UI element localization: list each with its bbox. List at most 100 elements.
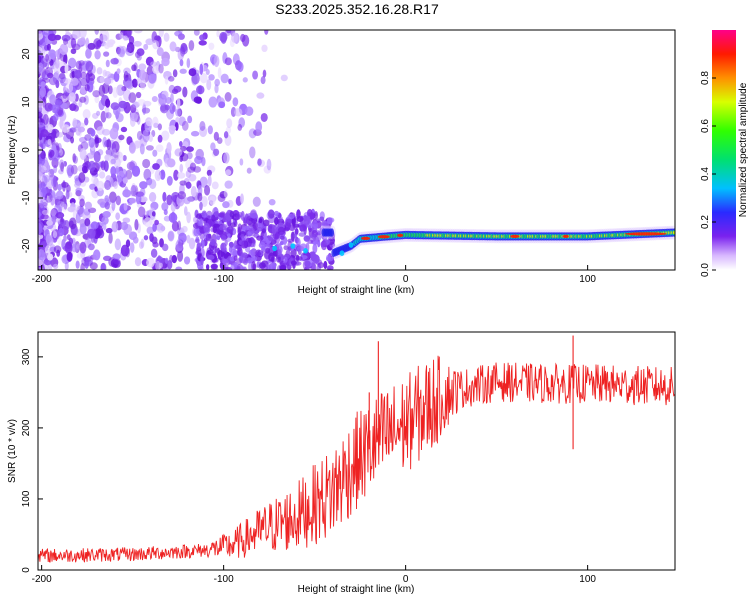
heatmap-cell — [199, 120, 206, 132]
heatmap-cell — [118, 168, 128, 179]
heatmap-cell — [73, 105, 79, 112]
heatmap-cell — [213, 211, 219, 218]
colorbar-tick-label: 0.0 — [700, 263, 711, 277]
spectrogram-y-axis-label: Frequency (Hz) — [7, 116, 18, 185]
heatmap-cell — [54, 197, 61, 208]
heatmap-cell — [223, 152, 230, 164]
heatmap-cell — [186, 152, 193, 160]
heatmap-cell — [196, 242, 203, 247]
heatmap-cell — [266, 158, 272, 171]
heatmap-cell — [110, 166, 117, 177]
heatmap-cell — [48, 168, 55, 178]
heatmap-cell — [265, 247, 271, 254]
heatmap-cell — [93, 249, 101, 261]
heatmap-cell — [256, 235, 264, 241]
heatmap-cell — [57, 236, 62, 245]
heatmap-cell — [106, 138, 112, 150]
heatmap-cell — [65, 82, 74, 94]
heatmap-cell — [361, 236, 371, 240]
heatmap-cell — [348, 242, 354, 248]
heatmap-cell — [104, 195, 110, 203]
heatmap-cell — [137, 206, 146, 218]
heatmap-cell — [162, 191, 167, 202]
heatmap-cell — [205, 233, 212, 242]
heatmap-cell — [294, 228, 299, 236]
heatmap-cell — [242, 34, 250, 47]
heatmap-cell — [183, 256, 191, 265]
heatmap-cell — [290, 243, 296, 249]
heatmap-cell — [240, 234, 245, 239]
heatmap-cell — [264, 30, 269, 35]
heatmap-cell — [155, 144, 164, 153]
heatmap-cell — [214, 234, 219, 240]
heatmap-cell — [260, 112, 268, 122]
heatmap-cell — [38, 183, 47, 190]
heatmap-cell — [77, 126, 86, 133]
heatmap-cell — [94, 50, 101, 60]
heatmap-cell — [158, 63, 164, 74]
heatmap-cell — [38, 111, 43, 119]
heatmap-cell — [52, 263, 59, 269]
heatmap-cell — [208, 96, 218, 108]
heatmap-cell — [70, 77, 79, 86]
heatmap-cell — [78, 172, 86, 183]
heatmap-cell — [38, 97, 44, 108]
heatmap-cell — [176, 97, 181, 110]
heatmap-cell — [178, 116, 186, 127]
heatmap-cell — [510, 234, 520, 238]
heatmap-cell — [129, 197, 137, 204]
heatmap-cell — [233, 254, 238, 261]
heatmap-cell — [274, 210, 279, 216]
heatmap-cell — [47, 33, 57, 42]
heatmap-cell — [113, 181, 118, 189]
heatmap-cell — [148, 192, 157, 203]
heatmap-cell — [122, 189, 131, 198]
heatmap-cell — [59, 43, 69, 56]
heatmap-cell — [133, 78, 138, 88]
colorbar-tick-label: 0.4 — [700, 167, 711, 181]
heatmap-cell — [246, 167, 252, 174]
heatmap-cell — [85, 60, 94, 73]
heatmap-cell — [99, 76, 105, 84]
heatmap-cell — [225, 169, 232, 176]
heatmap-cell — [292, 219, 296, 229]
heatmap-cell — [174, 30, 183, 37]
heatmap-cell — [166, 194, 173, 206]
heatmap-cell — [64, 63, 69, 74]
heatmap-cell — [197, 220, 203, 227]
heatmap-cell — [46, 220, 54, 226]
heatmap-cell — [139, 181, 148, 189]
colorbar: 0.0 0.2 0.4 0.6 0.8 Normalized spectral ampl… — [700, 30, 749, 277]
heatmap-cell — [100, 160, 106, 171]
heatmap-cell — [116, 68, 121, 75]
heatmap-cell — [285, 218, 293, 227]
heatmap-cell — [261, 44, 268, 53]
heatmap-cell — [279, 264, 287, 270]
heatmap-cell — [239, 158, 244, 166]
heatmap-cell — [148, 134, 153, 142]
heatmap-cell — [45, 53, 49, 62]
heatmap-cell — [171, 195, 176, 201]
heatmap-cell — [72, 155, 78, 164]
heatmap-cell — [152, 223, 157, 232]
heatmap-cell — [38, 30, 43, 39]
heatmap-cell — [136, 77, 143, 87]
heatmap-cell — [78, 60, 85, 66]
heatmap-cell — [65, 189, 70, 200]
heatmap-cell — [207, 249, 214, 255]
heatmap-cell — [49, 168, 55, 175]
y-tick-label: 10 — [21, 96, 32, 108]
heatmap-cell — [227, 233, 231, 238]
heatmap-cell — [303, 235, 311, 242]
heatmap-cell — [208, 74, 215, 81]
heatmap-cell — [152, 241, 159, 248]
heatmap-cell — [146, 257, 155, 268]
heatmap-cell — [123, 203, 128, 211]
heatmap-cell — [38, 209, 43, 217]
heatmap-cell — [55, 99, 62, 108]
heatmap-cell — [186, 146, 194, 153]
heatmap-cell — [296, 238, 301, 248]
spectrogram-heatmap — [38, 30, 675, 270]
heatmap-cell — [132, 236, 139, 244]
y-tick-label: 0 — [21, 567, 32, 573]
